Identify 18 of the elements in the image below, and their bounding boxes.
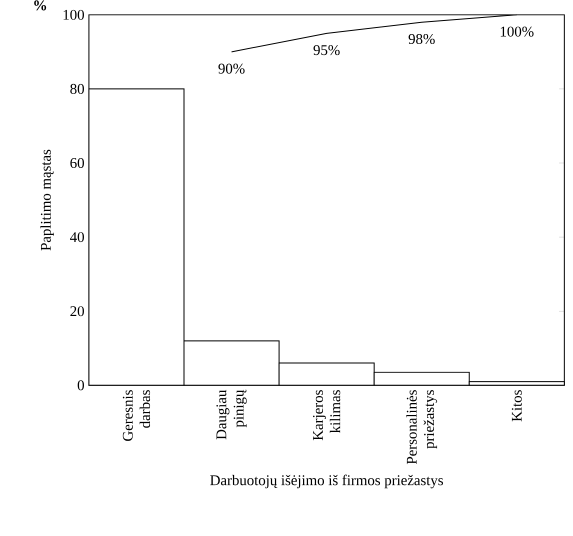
y-tick-label: 60 — [70, 158, 84, 168]
y-tick-label: 0 — [78, 380, 84, 390]
y-axis-title: Paplitimo mąstas — [40, 150, 54, 250]
data-label: 95% — [314, 45, 340, 56]
x-tick-label: Geresnis darbas — [122, 390, 150, 441]
x-tick-label: Karjeros kilimas — [313, 390, 340, 440]
data-label: 90% — [218, 64, 245, 74]
x-tick-label: Daugiau pinigų — [216, 390, 247, 440]
x-axis-title: Darbuotojų išėjimo iš firmos priežastys — [210, 474, 443, 488]
y-tick-label: 40 — [70, 232, 84, 242]
x-tick-label: Personalinės priežastys — [406, 390, 438, 464]
y-tick-label: 20 — [70, 306, 84, 316]
data-label: 100% — [500, 26, 534, 37]
y-tick-label: 100 — [64, 10, 84, 20]
text: % — [34, 0, 46, 10]
data-label: 98% — [408, 34, 435, 44]
y-tick-label: 80 — [70, 84, 84, 94]
x-tick-label: Kitos — [512, 390, 522, 422]
